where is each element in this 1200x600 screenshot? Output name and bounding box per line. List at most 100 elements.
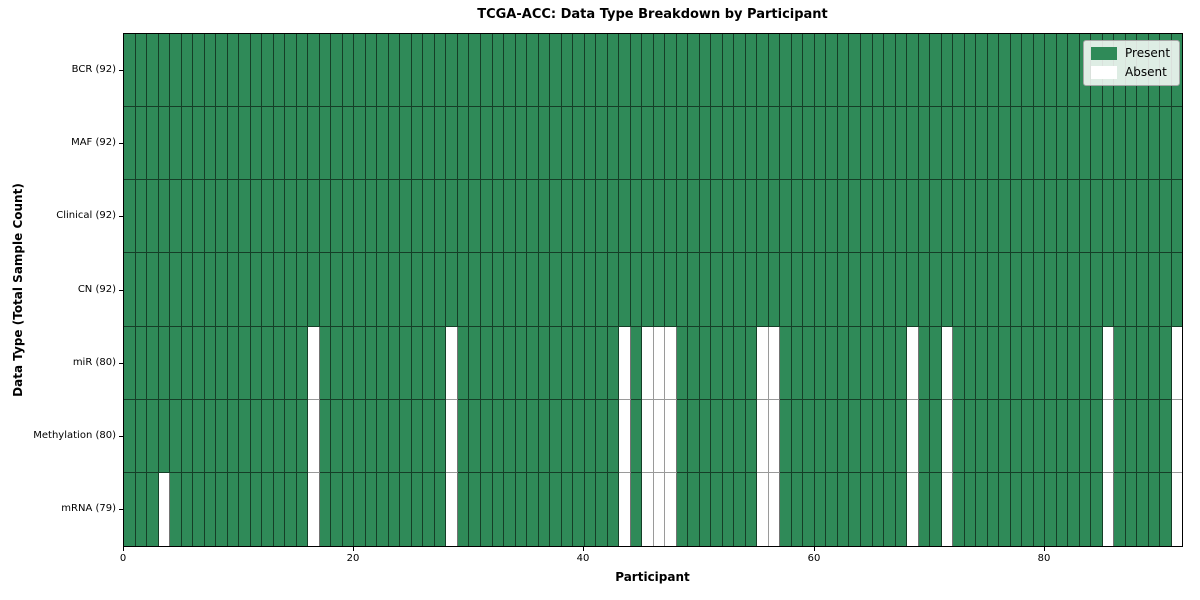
matrix-cell — [400, 34, 412, 108]
matrix-cell — [642, 107, 654, 181]
legend-item-present: Present — [1091, 47, 1170, 60]
matrix-cell — [1022, 107, 1034, 181]
matrix-cell — [930, 34, 942, 108]
matrix-cell — [1068, 34, 1080, 108]
matrix-cell — [388, 180, 401, 254]
matrix-cell — [1045, 399, 1057, 473]
matrix-cell — [584, 399, 597, 473]
matrix-cell — [239, 326, 251, 400]
matrix-cell — [573, 107, 585, 181]
matrix-cell — [480, 326, 493, 400]
matrix-cell — [250, 34, 263, 108]
matrix-cell — [999, 180, 1011, 254]
matrix-cell — [872, 399, 885, 473]
matrix-cell — [527, 326, 539, 400]
matrix-cell — [216, 180, 228, 254]
matrix-cell — [1010, 107, 1023, 181]
x-tick-mark — [583, 547, 584, 551]
matrix-cell — [757, 34, 769, 108]
matrix-cell — [826, 34, 838, 108]
matrix-cell — [158, 326, 171, 400]
matrix-cell — [527, 34, 539, 108]
matrix-cell — [515, 326, 528, 400]
matrix-cell — [354, 107, 366, 181]
matrix-cell — [204, 399, 217, 473]
matrix-cell — [181, 472, 194, 546]
matrix-cell — [596, 253, 608, 327]
matrix-cell — [688, 326, 700, 400]
matrix-cell — [941, 34, 954, 108]
matrix-cell — [872, 34, 885, 108]
matrix-cell — [377, 326, 389, 400]
matrix-cell — [1125, 472, 1138, 546]
matrix-cell — [308, 326, 320, 400]
matrix-cell — [1091, 399, 1103, 473]
matrix-cell — [930, 107, 942, 181]
matrix-cell — [308, 399, 320, 473]
matrix-cell — [630, 472, 643, 546]
matrix-cell — [308, 180, 320, 254]
matrix-cell — [319, 472, 332, 546]
matrix-cell — [331, 34, 343, 108]
matrix-cell — [135, 326, 148, 400]
matrix-cell — [1137, 180, 1149, 254]
matrix-cell — [699, 472, 712, 546]
matrix-cell — [849, 253, 861, 327]
matrix-cell — [342, 326, 355, 400]
matrix-cell — [653, 253, 666, 327]
matrix-cell — [550, 253, 562, 327]
matrix-cell — [147, 399, 159, 473]
matrix-cell — [331, 399, 343, 473]
matrix-cell — [480, 399, 493, 473]
x-tick-label: 20 — [346, 553, 360, 564]
matrix-cell — [434, 107, 447, 181]
matrix-cell — [941, 472, 954, 546]
matrix-cell — [895, 399, 908, 473]
matrix-cell — [1033, 399, 1046, 473]
matrix-cell — [964, 34, 977, 108]
matrix-cell — [861, 107, 873, 181]
matrix-cell — [630, 399, 643, 473]
matrix-cell — [837, 180, 850, 254]
matrix-cell — [630, 326, 643, 400]
plot-area — [123, 33, 1183, 547]
matrix-cell — [722, 253, 735, 327]
matrix-cell — [296, 253, 309, 327]
y-tick-label-miR: miR (80) — [72, 357, 116, 368]
matrix-cell — [1091, 253, 1103, 327]
matrix-cell — [653, 399, 666, 473]
matrix-cell — [630, 34, 643, 108]
matrix-cell — [964, 107, 977, 181]
matrix-cell — [953, 472, 965, 546]
matrix-cell — [999, 399, 1011, 473]
matrix-cell — [584, 472, 597, 546]
matrix-cell — [872, 107, 885, 181]
matrix-cell — [239, 253, 251, 327]
matrix-cell — [895, 472, 908, 546]
matrix-cell — [469, 472, 481, 546]
matrix-cell — [665, 107, 677, 181]
matrix-cell — [699, 180, 712, 254]
matrix-cell — [227, 472, 240, 546]
matrix-cell — [987, 326, 1000, 400]
matrix-cell — [515, 399, 528, 473]
matrix-cell — [319, 180, 332, 254]
matrix-cell — [688, 180, 700, 254]
matrix-cell — [976, 253, 988, 327]
matrix-cell — [365, 326, 378, 400]
matrix-cell — [619, 107, 631, 181]
matrix-cell — [1171, 472, 1183, 546]
matrix-cell — [515, 107, 528, 181]
matrix-cell — [953, 180, 965, 254]
matrix-cell — [688, 34, 700, 108]
matrix-cell — [308, 107, 320, 181]
matrix-cell — [745, 399, 758, 473]
y-tick-mark — [119, 143, 123, 144]
matrix-cell — [1010, 34, 1023, 108]
matrix-cell — [434, 34, 447, 108]
matrix-cell — [388, 253, 401, 327]
matrix-cell — [861, 253, 873, 327]
matrix-cell — [676, 180, 689, 254]
matrix-cell — [918, 326, 931, 400]
matrix-cell — [573, 34, 585, 108]
